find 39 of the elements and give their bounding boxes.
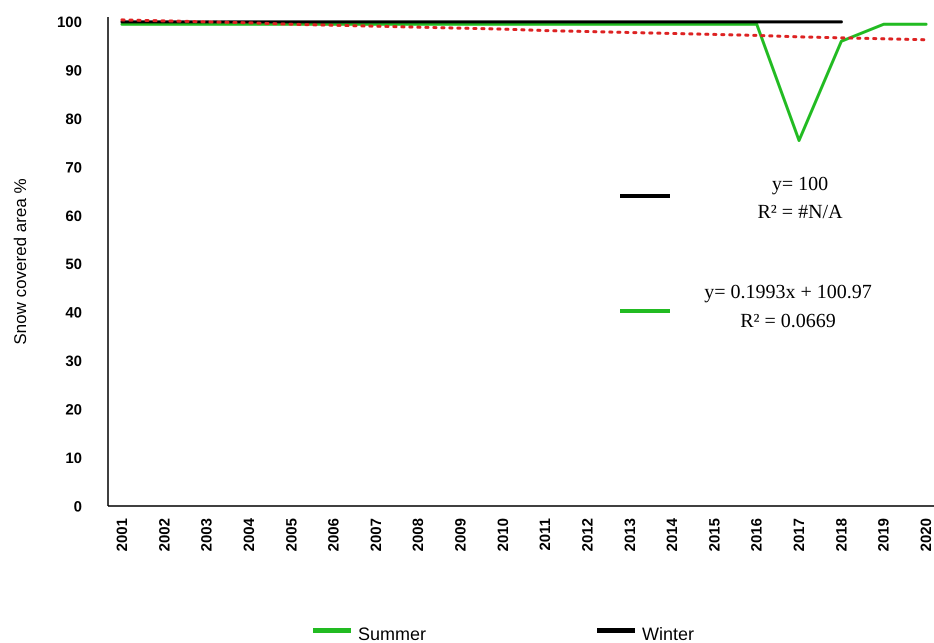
y-tick-label: 20 <box>65 401 82 418</box>
x-tick-label: 2016 <box>748 518 766 552</box>
x-tick-label: 2010 <box>494 518 512 552</box>
y-axis-title: Snow covered area % <box>11 178 30 345</box>
x-tick-label: 2020 <box>918 518 934 552</box>
x-tick-label: 2002 <box>156 518 174 552</box>
x-tick-label: 2015 <box>706 518 724 552</box>
y-tick-label: 30 <box>65 353 82 370</box>
y-tick-label: 90 <box>65 62 82 80</box>
legend-label: Winter <box>642 624 694 643</box>
x-tick-label: 2017 <box>791 518 808 552</box>
legend-label: Summer <box>358 624 426 643</box>
x-tick-label: 2008 <box>410 518 428 552</box>
x-tick-label: 2006 <box>326 518 343 552</box>
annotation: R² = #N/A <box>757 201 844 223</box>
line-series <box>120 18 928 42</box>
y-tick-label: 80 <box>65 110 82 128</box>
x-tick-label: 2014 <box>664 517 682 552</box>
x-tick-label: 2019 <box>876 518 893 552</box>
y-tick-label: 60 <box>65 208 82 225</box>
annotation: y= 0.1993x + 100.97 <box>704 281 872 303</box>
y-tick-label: 100 <box>56 14 82 32</box>
x-tick-label: 2004 <box>240 517 258 552</box>
x-tick-label: 2007 <box>368 518 385 552</box>
x-tick-label: 2018 <box>833 518 850 552</box>
x-tick-label: 2009 <box>452 518 470 552</box>
x-tick-label: 2001 <box>114 518 131 552</box>
x-tick-label: 2012 <box>579 518 596 552</box>
x-tick-label: 2003 <box>198 518 216 552</box>
y-tick-label: 70 <box>65 159 82 176</box>
y-tick-label: 50 <box>65 256 82 274</box>
x-tick-label: 2013 <box>622 518 639 552</box>
x-tick-label: 2011 <box>537 518 554 551</box>
annotation: y= 100 <box>772 173 828 195</box>
y-tick-label: 0 <box>74 498 82 516</box>
annotation: R² = 0.0669 <box>740 310 836 332</box>
y-tick-label: 40 <box>65 304 82 322</box>
y-tick-label: 10 <box>65 450 82 467</box>
x-tick-label: 2005 <box>283 518 300 552</box>
